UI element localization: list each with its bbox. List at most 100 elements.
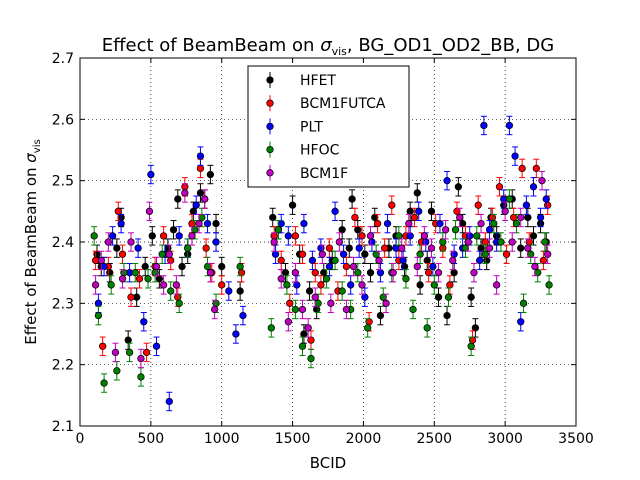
hfet-point [354,226,362,234]
hfoc-point [184,244,192,252]
bcm1f-point [538,177,546,185]
bcm1f-point [485,244,494,252]
hfet-point [281,269,290,277]
y-tick-label: 2.5 [52,174,74,190]
hfoc-point [137,373,145,381]
plt-point [485,226,494,234]
bcm1futca-point [453,207,461,215]
hfoc-point [167,287,175,295]
bcm1futca-point [410,213,419,222]
hfoc-point [541,238,549,246]
plt-point [277,219,285,228]
bcm1f-point [477,219,485,228]
hfoc-point [191,226,199,234]
hfet-point [471,324,480,332]
bcm1futca-point [218,281,226,289]
plt-point [522,201,531,209]
hfet-point [320,269,328,277]
hfoc-point [416,250,424,258]
bcm1f-point [152,262,161,271]
hfet-point [524,213,532,222]
hfet-point [376,311,385,320]
x-tick-label: 3000 [487,431,523,447]
bcm1f-point [405,219,413,228]
bcm1f-point [291,269,300,277]
plt-point [331,207,339,215]
bcm1futca-point [317,281,325,289]
bcm1futca-point [286,299,294,307]
hfoc-point [534,269,542,277]
hfet-point [218,262,226,271]
plt-point [536,213,545,222]
plt-point [505,121,514,130]
bcm1f-point [349,262,358,271]
plt-point [212,238,220,246]
plt-point [406,232,414,240]
hfet-point [529,232,538,240]
plt-point [529,183,538,191]
plt-point [203,219,212,228]
bcm1f-point [382,299,390,307]
hfet-point [483,256,491,265]
hfoc-point [120,269,128,277]
bcm1f-point [441,226,450,234]
hfet-point [371,213,379,222]
hfoc-point [212,299,220,307]
plt-point [165,397,173,406]
plt-point [376,269,385,277]
bcm1futca-point [518,164,526,173]
bcm1futca-point [307,336,315,344]
hfoc-point [94,311,103,320]
x-tick-label: 2500 [416,431,452,447]
plt-point [94,299,103,307]
bcm1futca-point [342,262,351,271]
plt-point [368,238,376,246]
hfet-point [288,201,297,209]
hfoc-point [144,275,152,283]
plt-point [232,330,240,338]
x-tick-label: 1500 [275,431,311,447]
plt-point [339,250,348,258]
bcm1futca-point [481,238,489,246]
bcm1futca-point [351,213,359,222]
bcm1f-point [420,232,429,240]
plt-point [436,219,444,228]
bcm1futca-point [365,318,373,326]
plt-point [429,262,437,271]
legend-hfet-marker [266,76,274,84]
hfoc-point [481,250,489,258]
hfet-point [300,330,308,338]
hfet-point [236,287,244,295]
bcm1futca-point [495,183,504,191]
plt-point [422,238,430,246]
bcm1f-point [508,238,516,246]
bcm1f-point [531,262,539,271]
bcm1f-point [206,269,215,277]
bcm1futca-point [291,232,300,240]
legend-box [247,65,410,188]
hfet-point [106,269,114,277]
hfoc-point [314,299,322,307]
bcm1f-point [137,354,145,363]
hfet-point [477,244,485,252]
hfet-point [313,305,321,314]
bcm1f-point [181,189,189,197]
hfoc-point [158,250,166,258]
bcm1futca-point [118,250,127,258]
data-marks [90,115,553,412]
plt-point [152,342,161,350]
bcm1f-point [492,281,501,289]
bcm1f-point [210,305,219,314]
hfoc-point [545,281,553,289]
plt-point [450,250,458,258]
hfoc-point [151,269,159,277]
legend-hfet-label: HFET [300,73,336,89]
hfoc-point [331,256,339,265]
plt-point [542,195,550,203]
bcm1futca-point [277,256,285,265]
hfoc-point [291,305,300,314]
plt-point [347,281,355,289]
hfoc-point [274,226,283,234]
plt-point [517,318,525,326]
